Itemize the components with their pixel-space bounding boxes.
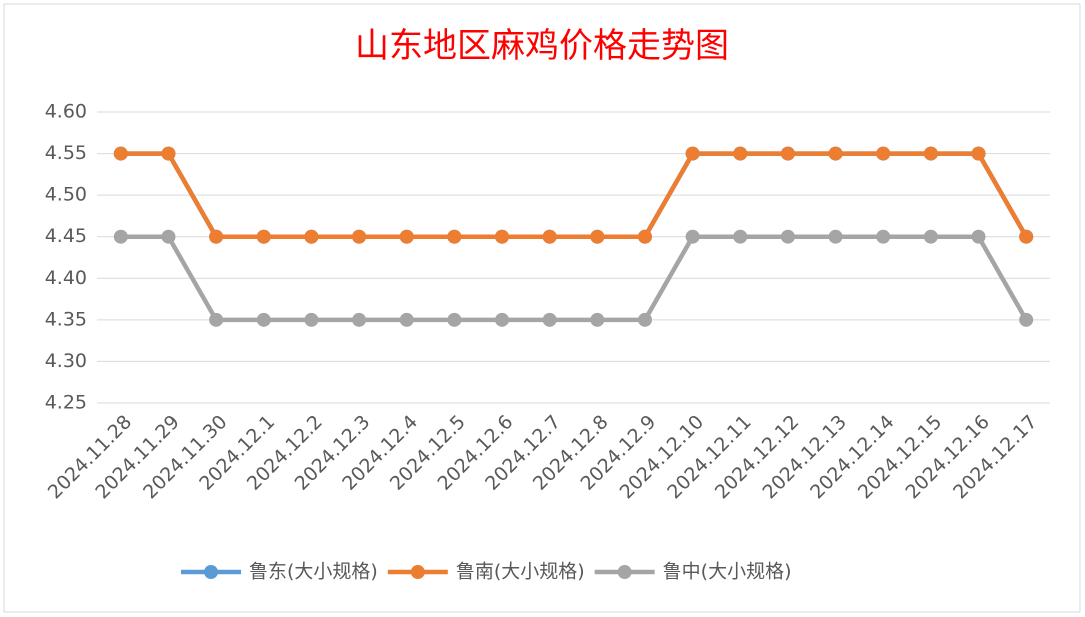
series-line <box>120 234 1029 323</box>
point <box>971 229 986 244</box>
point <box>685 146 700 161</box>
point <box>828 229 843 244</box>
point <box>352 312 367 327</box>
y-tick-label: 4.30 <box>45 350 87 372</box>
point <box>1019 229 1034 244</box>
point <box>590 312 605 327</box>
y-tick-label: 4.25 <box>45 392 87 414</box>
point <box>161 229 176 244</box>
point <box>495 312 510 327</box>
legend-label: 鲁中(大小规格) <box>663 561 792 583</box>
y-tick-label: 4.45 <box>45 225 87 247</box>
point <box>304 229 319 244</box>
legend-marker <box>617 565 632 579</box>
legend-label: 鲁东(大小规格) <box>249 561 378 583</box>
point <box>733 146 748 161</box>
point <box>685 229 700 244</box>
point <box>637 229 652 244</box>
point <box>542 229 557 244</box>
legend-label: 鲁南(大小规格) <box>456 561 585 583</box>
y-tick-label: 4.50 <box>45 184 87 206</box>
point <box>1019 312 1034 327</box>
point <box>304 312 319 327</box>
point <box>113 229 128 244</box>
point <box>209 229 224 244</box>
legend-marker <box>204 565 218 579</box>
point <box>352 229 367 244</box>
point <box>161 146 176 161</box>
chart-title: 山东地区麻鸡价格走势图 <box>355 26 729 66</box>
point <box>780 229 795 244</box>
y-tick-label: 4.60 <box>45 101 87 123</box>
point <box>733 229 748 244</box>
point <box>399 312 414 327</box>
y-tick-label: 4.40 <box>45 267 87 289</box>
point <box>876 229 891 244</box>
point <box>495 229 510 244</box>
legend-marker <box>410 565 425 579</box>
point <box>256 229 271 244</box>
point <box>542 312 557 327</box>
y-tick-label: 4.35 <box>45 308 87 330</box>
point <box>447 312 462 327</box>
point <box>923 146 938 161</box>
point <box>209 312 224 327</box>
point <box>447 229 462 244</box>
y-tick-label: 4.55 <box>45 142 87 164</box>
point <box>256 312 271 327</box>
point <box>113 146 128 161</box>
point <box>399 229 414 244</box>
point <box>637 312 652 327</box>
chart-frame <box>3 3 1081 613</box>
point <box>876 146 891 161</box>
series-line <box>120 151 1029 239</box>
point <box>923 229 938 244</box>
point <box>590 229 605 244</box>
point <box>780 146 795 161</box>
point <box>971 146 986 161</box>
point <box>828 146 843 161</box>
